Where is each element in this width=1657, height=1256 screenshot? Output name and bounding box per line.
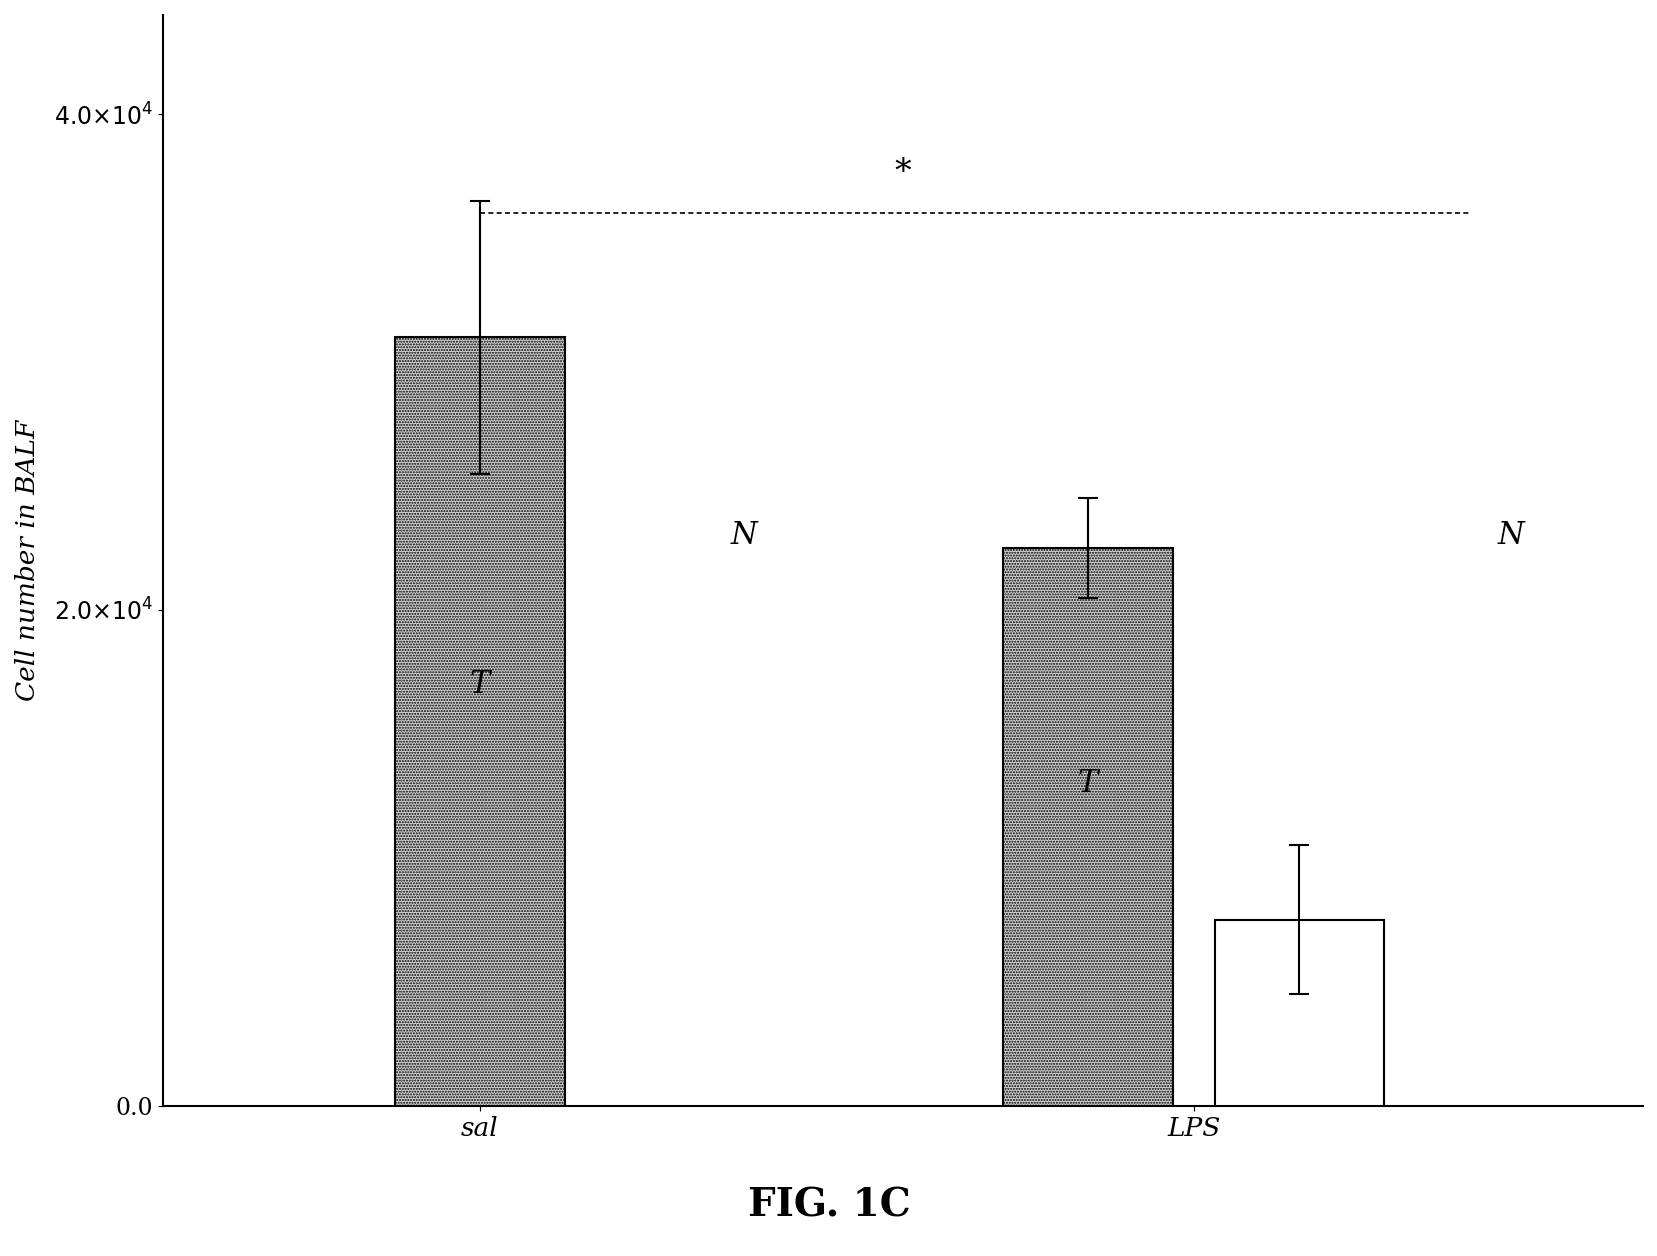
Text: N: N: [1496, 520, 1523, 551]
Bar: [394, 338, 565, 1105]
Text: FIG. 1C: FIG. 1C: [747, 1187, 910, 1225]
Text: T: T: [1077, 767, 1097, 799]
Text: *: *: [895, 157, 911, 188]
Bar: [1215, 919, 1384, 1105]
Text: N: N: [731, 520, 757, 551]
Y-axis label: Cell number in BALF: Cell number in BALF: [15, 420, 40, 701]
Bar: [1002, 548, 1171, 1105]
Text: T: T: [469, 669, 490, 700]
